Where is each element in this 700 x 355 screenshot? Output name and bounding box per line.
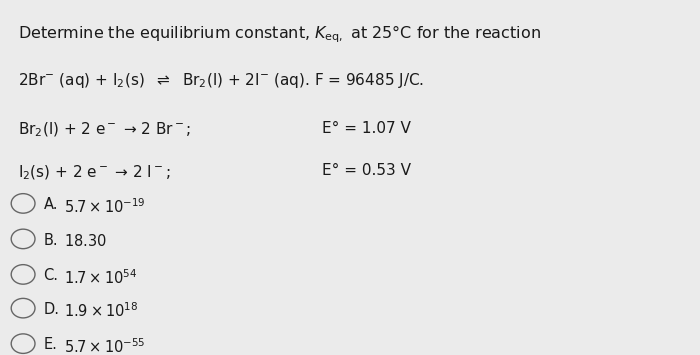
Text: B.: B. xyxy=(43,233,58,247)
Text: $5.7 \times 10^{-19}$: $5.7 \times 10^{-19}$ xyxy=(64,197,146,216)
Text: $1.9 \times 10^{18}$: $1.9 \times 10^{18}$ xyxy=(64,302,139,321)
Text: $\mathrm{2Br^{-}}$ (aq) + $\mathrm{I_2}$(s)  $\rightleftharpoons$  $\mathrm{Br_2: $\mathrm{2Br^{-}}$ (aq) + $\mathrm{I_2}$… xyxy=(18,71,424,90)
Text: A.: A. xyxy=(43,197,58,212)
Text: $\mathrm{I_2}$(s) + 2 $\mathrm{e^-}$ → 2 $\mathrm{I^-}$;: $\mathrm{I_2}$(s) + 2 $\mathrm{e^-}$ → 2… xyxy=(18,163,170,182)
Text: E° = 0.53 V: E° = 0.53 V xyxy=(322,163,411,178)
Text: E.: E. xyxy=(43,337,57,352)
Text: $\mathrm{Br_2}$(l) + 2 $\mathrm{e^-}$ → 2 $\mathrm{Br^-}$;: $\mathrm{Br_2}$(l) + 2 $\mathrm{e^-}$ → … xyxy=(18,121,190,139)
Text: $1.7 \times 10^{54}$: $1.7 \times 10^{54}$ xyxy=(64,268,138,287)
Text: C.: C. xyxy=(43,268,58,283)
Text: E° = 1.07 V: E° = 1.07 V xyxy=(322,121,411,136)
Text: Determine the equilibrium constant, $K_{\mathrm{eq,}}$ at 25°C for the reaction: Determine the equilibrium constant, $K_{… xyxy=(18,23,540,45)
Text: $18.30$: $18.30$ xyxy=(64,233,107,248)
Text: D.: D. xyxy=(43,302,60,317)
Text: $5.7 \times 10^{-55}$: $5.7 \times 10^{-55}$ xyxy=(64,337,146,355)
